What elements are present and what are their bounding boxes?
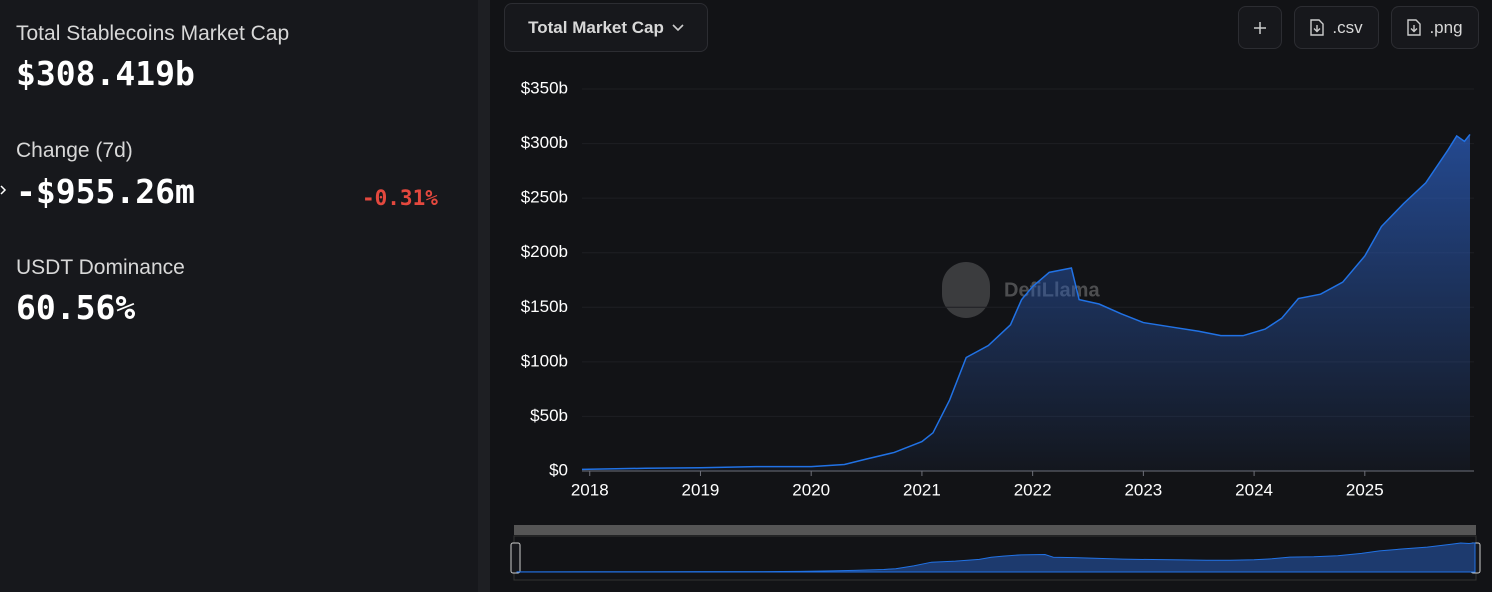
- line: [581, 133, 1471, 471]
- change-percent: -0.31%: [362, 186, 438, 210]
- stats-panel: Total Stablecoins Market Cap $308.419b C…: [0, 0, 478, 592]
- x-tick-label: 2024: [1235, 480, 1273, 499]
- metric-label: Total Market Cap: [528, 17, 664, 37]
- chevron: [672, 23, 684, 31]
- stat-label: Total Stablecoins Market Cap: [16, 22, 290, 45]
- stat-value: 60.56%: [16, 288, 136, 327]
- x-tick-label: 2018: [571, 480, 609, 499]
- watermark: DefiLlama: [942, 262, 1100, 318]
- separator: [478, 0, 490, 592]
- y-tick-label: $300b: [521, 133, 568, 152]
- brush-handle[interactable]: [510, 542, 521, 574]
- stat-value: $308.419b: [16, 54, 195, 93]
- x-tick-label: 2021: [903, 480, 941, 499]
- x-tick-label: 2020: [792, 480, 830, 499]
- y-tick-label: $250b: [521, 188, 568, 207]
- csv-button[interactable]: .csv: [1294, 6, 1379, 49]
- x-tick-label: 2019: [682, 480, 720, 499]
- area: [582, 134, 1470, 471]
- y-tick-label: $100b: [521, 351, 568, 370]
- y-tick-label: $50b: [530, 406, 568, 425]
- watermark-text: DefiLlama: [1004, 279, 1100, 301]
- x-tick-label: 2023: [1124, 480, 1162, 499]
- y-tick-label: $350b: [521, 78, 568, 97]
- stat-label: Change (7d): [16, 139, 133, 162]
- y-tick-label: $150b: [521, 297, 568, 316]
- plus-icon: [1254, 21, 1266, 34]
- brush-handle[interactable]: [1470, 542, 1481, 574]
- metric-select[interactable]: Total Market Cap: [504, 3, 708, 52]
- brush-frame: [513, 535, 1477, 581]
- brush-bar[interactable]: [514, 525, 1476, 535]
- png-button[interactable]: .png: [1391, 6, 1479, 49]
- csv-label: .csv: [1332, 17, 1363, 37]
- add-button[interactable]: [1238, 6, 1282, 49]
- stat-value: -$955.26m: [16, 172, 195, 211]
- y-tick-label: $200b: [521, 242, 568, 261]
- download-icon: [1310, 19, 1325, 36]
- x-tick-label: 2022: [1014, 480, 1052, 499]
- download-icon: [1407, 19, 1422, 36]
- y-tick-label: $0: [549, 460, 568, 479]
- stat-label: USDT Dominance: [16, 256, 185, 279]
- watermark-logo: [942, 262, 990, 318]
- x-tick-label: 2025: [1346, 480, 1384, 499]
- png-label: .png: [1429, 17, 1463, 37]
- mini-area: [516, 542, 1476, 573]
